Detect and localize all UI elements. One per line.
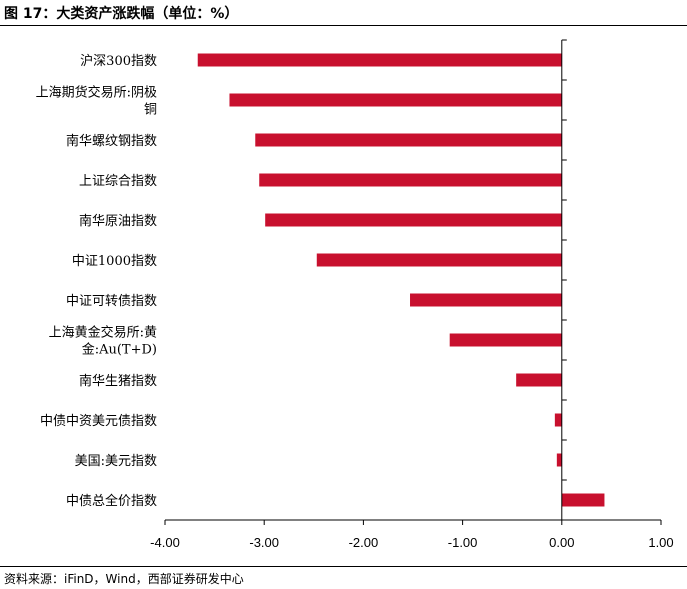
category-label-11: 中债总全价指数 [66, 493, 157, 509]
bar-8 [516, 373, 562, 387]
category-label-4: 南华原油指数 [79, 213, 157, 229]
category-label-3: 上证综合指数 [79, 174, 157, 189]
x-tick-label-4: 0.00 [549, 535, 574, 550]
bar-11 [561, 493, 605, 507]
header-rule [0, 25, 687, 26]
x-tick-label-2: -2.00 [349, 535, 379, 550]
category-label-7: 上海黄金交易所:黄金:Au(T+D) [49, 325, 157, 358]
category-label-8: 南华生猪指数 [79, 373, 157, 389]
bar-4 [265, 213, 562, 227]
bar-9 [554, 413, 562, 427]
figure-header: 图 17：大类资产涨跌幅（单位：%） [0, 0, 687, 27]
source-note: 资料来源：iFinD，Wind，西部证券研发中心 [4, 572, 244, 586]
x-tick-label-1: -3.00 [249, 535, 279, 550]
category-label-9: 中债中资美元债指数 [40, 414, 157, 429]
bar-6 [410, 293, 562, 307]
x-tick-label-0: -4.00 [150, 535, 180, 550]
category-label-1: 上海期货交易所:阴极铜 [36, 85, 157, 118]
category-label-6: 中证可转债指数 [66, 294, 157, 309]
bar-10 [556, 453, 562, 467]
category-label-0: 沪深300指数 [80, 53, 157, 69]
bar-7 [449, 333, 562, 347]
bar-2 [255, 133, 562, 147]
category-label-2: 南华螺纹钢指数 [66, 133, 157, 149]
bar-5 [316, 253, 562, 267]
bar-0 [197, 53, 562, 67]
category-label-5: 中证1000指数 [72, 254, 157, 269]
bar-1 [229, 93, 562, 107]
footer-rule [0, 566, 687, 567]
x-tick-label-3: -1.00 [448, 535, 478, 550]
x-tick-label-5: 1.00 [648, 535, 673, 550]
bar-3 [259, 173, 562, 187]
figure-title: 图 17：大类资产涨跌幅（单位：%） [4, 6, 239, 22]
category-label-10: 美国:美元指数 [75, 454, 157, 469]
